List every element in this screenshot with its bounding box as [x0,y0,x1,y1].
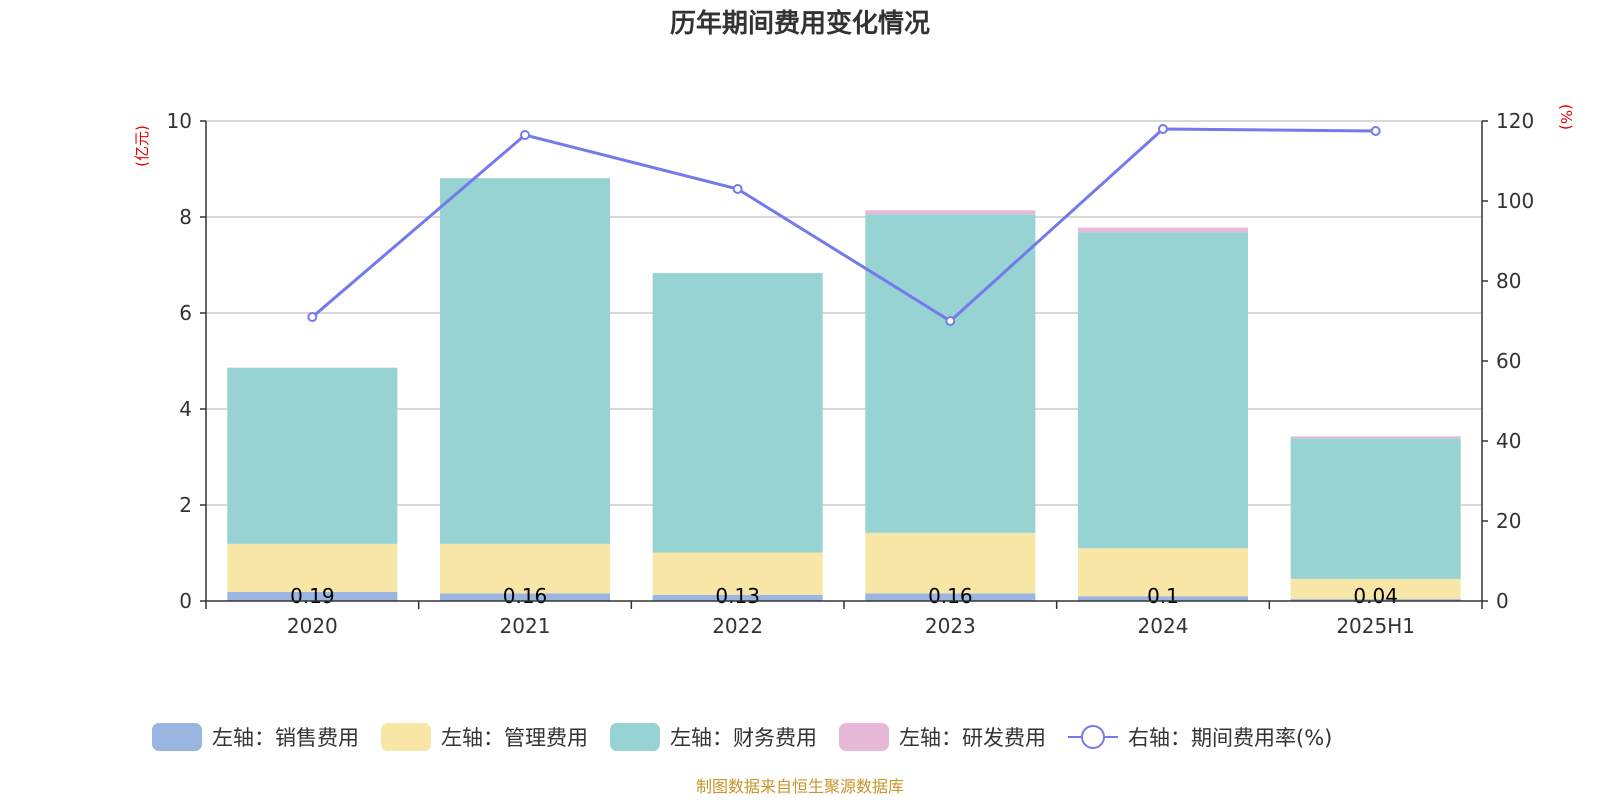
right-tick-label: 0 [1496,589,1509,613]
left-tick-label: 6 [179,301,192,325]
bar-segment [652,594,823,601]
bar-segment [1290,578,1461,600]
left-tick-label: 0 [179,589,192,613]
line-point [1370,126,1381,136]
legend-item[interactable]: 左轴：管理费用 [381,723,588,751]
bar-segment [865,532,1036,594]
bar-series [227,178,1461,601]
bar-segment [652,273,823,553]
left-tick-label: 10 [167,109,192,133]
line-point [307,312,318,322]
bar-segment [865,210,1036,215]
line-point [945,316,956,326]
bar-segment [227,591,398,601]
bar-segment [227,367,398,544]
legend-swatch [152,723,202,751]
data-labels: 0.19 0.16 0.13 0.16 0.1 0.04 [290,584,1398,608]
chart-title: 历年期间费用变化情况 [670,8,930,39]
x-tick-label: 2020 [287,614,338,638]
legend-item[interactable]: 左轴：研发费用 [839,723,1046,751]
bar-segment [440,593,610,601]
x-tick-label: 2025H1 [1336,614,1415,638]
legend-label: 右轴：期间费用率(%) [1128,726,1332,750]
legend-item[interactable]: 右轴：期间费用率(%) [1068,725,1332,750]
legend-label: 左轴：研发费用 [899,726,1046,750]
left-tick-label: 4 [179,397,192,421]
grid-lines [206,120,1482,506]
right-tick-label: 80 [1496,269,1521,293]
line-series [307,124,1381,326]
data-label: 0.19 [290,584,335,608]
bar-segment [440,543,610,594]
bar-segment [1290,599,1461,601]
bar-segment [1078,232,1248,549]
legend-label: 左轴：财务费用 [670,726,817,750]
left-axis-unit: (亿元) [133,125,151,167]
left-tick-label: 2 [179,493,192,517]
bar-segment [1078,596,1248,601]
right-tick-label: 60 [1496,349,1521,373]
x-tick-label: 2021 [500,614,551,638]
bar-segment [1078,548,1248,597]
line-point [520,130,530,140]
data-label: 0.16 [928,584,973,608]
line-point [1158,124,1168,134]
right-tick-label: 100 [1496,189,1534,213]
line-path [311,127,1376,323]
bar-segment [227,543,398,592]
source-note: 制图数据来自恒生聚源数据库 [696,777,904,796]
bar-segment [440,178,610,544]
legend-circle-icon [1081,725,1105,749]
legend-label: 左轴：管理费用 [441,726,588,750]
data-label: 0.04 [1353,584,1398,608]
bar-segment [865,214,1036,533]
bar-segment [865,593,1036,601]
x-tick-label: 2022 [712,614,763,638]
legend-swatch [839,723,889,751]
bar-segment [652,552,823,595]
right-tick-label: 120 [1496,109,1534,133]
legend-label: 左轴：销售费用 [212,726,359,750]
legend-swatch [610,723,660,751]
bar-segment [1078,227,1248,233]
data-label: 0.1 [1147,584,1179,608]
right-tick-label: 40 [1496,429,1521,453]
legend[interactable]: 左轴：销售费用 左轴：管理费用 左轴：财务费用 左轴：研发费用 右轴：期间费用率(%) [152,723,1332,751]
data-label: 0.16 [503,584,548,608]
right-axis-unit: (%) [1557,104,1575,130]
bar-segment [1290,438,1461,579]
x-tick-label: 2024 [1138,614,1189,638]
bar-segment [1290,436,1461,439]
line-point [732,184,743,194]
data-label: 0.13 [715,584,760,608]
legend-swatch [381,723,431,751]
x-tick-label: 2023 [925,614,976,638]
right-tick-label: 20 [1496,509,1521,533]
legend-item[interactable]: 左轴：销售费用 [152,723,359,751]
left-tick-label: 8 [179,205,192,229]
legend-item[interactable]: 左轴：财务费用 [610,723,817,751]
